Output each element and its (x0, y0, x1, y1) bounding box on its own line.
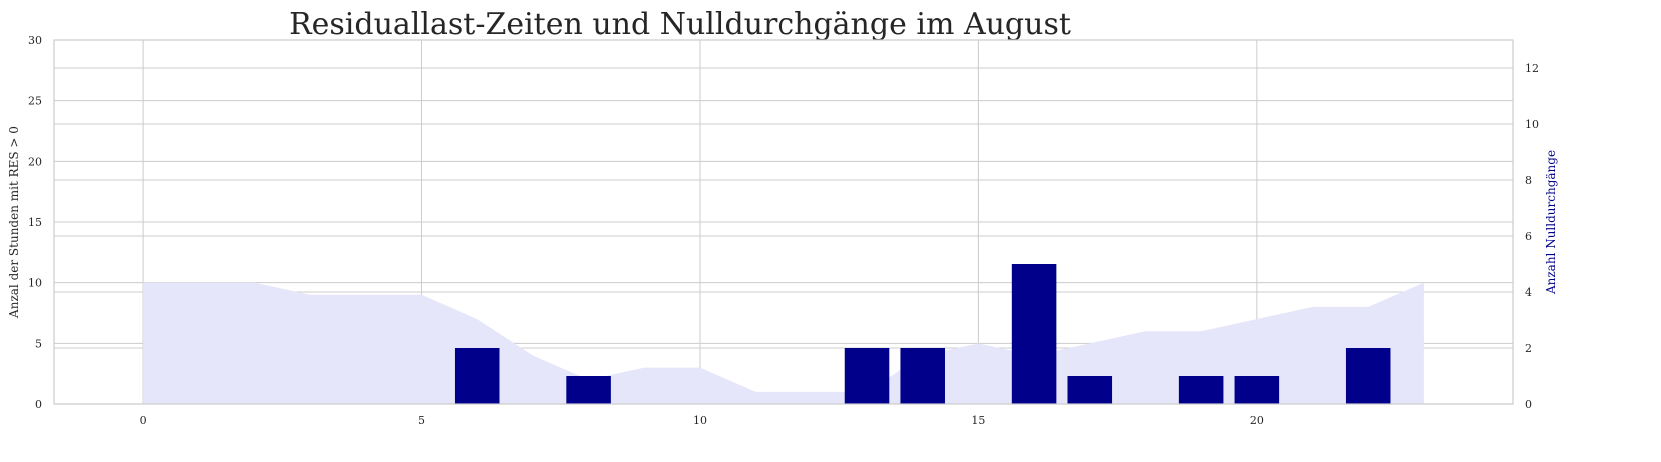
bar-hour-14 (900, 348, 945, 404)
y2-tick-label: 8 (1525, 174, 1532, 187)
y2-tick-label: 2 (1525, 342, 1532, 355)
y-tick-label: 15 (28, 216, 42, 229)
chart-title: Residuallast-Zeiten und Nulldurchgänge i… (289, 7, 1071, 42)
x-tick-label: 15 (971, 414, 985, 427)
bar-hour-19 (1178, 376, 1224, 404)
left-axis-ticks: 0 5 10 15 20 25 30 (28, 34, 42, 411)
x-tick-label: 10 (693, 414, 707, 427)
y2-tick-label: 10 (1525, 118, 1539, 131)
y-tick-label: 30 (28, 34, 42, 47)
y2-tick-label: 6 (1525, 230, 1532, 243)
y-axis-label: Anzal der Stunden mit RES > 0 (7, 126, 21, 319)
right-axis-ticks: 0 2 4 6 8 10 12 (1525, 62, 1539, 411)
x-tick-label: 0 (140, 414, 147, 427)
bar-hour-8 (566, 376, 611, 404)
bar-hour-22 (1345, 348, 1391, 404)
y-tick-label: 25 (28, 95, 42, 108)
x-tick-label: 20 (1250, 414, 1264, 427)
bar-hour-16 (1011, 264, 1057, 404)
bar-hour-6 (454, 348, 500, 404)
bar-hour-17 (1067, 376, 1113, 404)
plot-frame (53, 39, 1514, 405)
y-tick-label: 10 (28, 277, 42, 290)
x-tick-label: 5 (418, 414, 425, 427)
y2-tick-label: 4 (1525, 286, 1532, 299)
y2-tick-label: 12 (1525, 62, 1539, 75)
y2-tick-label: 0 (1525, 398, 1532, 411)
y-tick-label: 5 (35, 337, 42, 350)
y-tick-label: 20 (28, 155, 42, 168)
x-axis-ticks: 0 5 10 15 20 (140, 414, 1264, 427)
bar-layer (454, 264, 1391, 404)
bar-hour-13 (844, 348, 890, 404)
grid-lines (54, 39, 1513, 405)
bar-hour-20 (1234, 376, 1280, 404)
y2-axis-label: Anzahl Nulldurchgänge (1544, 150, 1558, 295)
y-tick-label: 0 (35, 398, 42, 411)
